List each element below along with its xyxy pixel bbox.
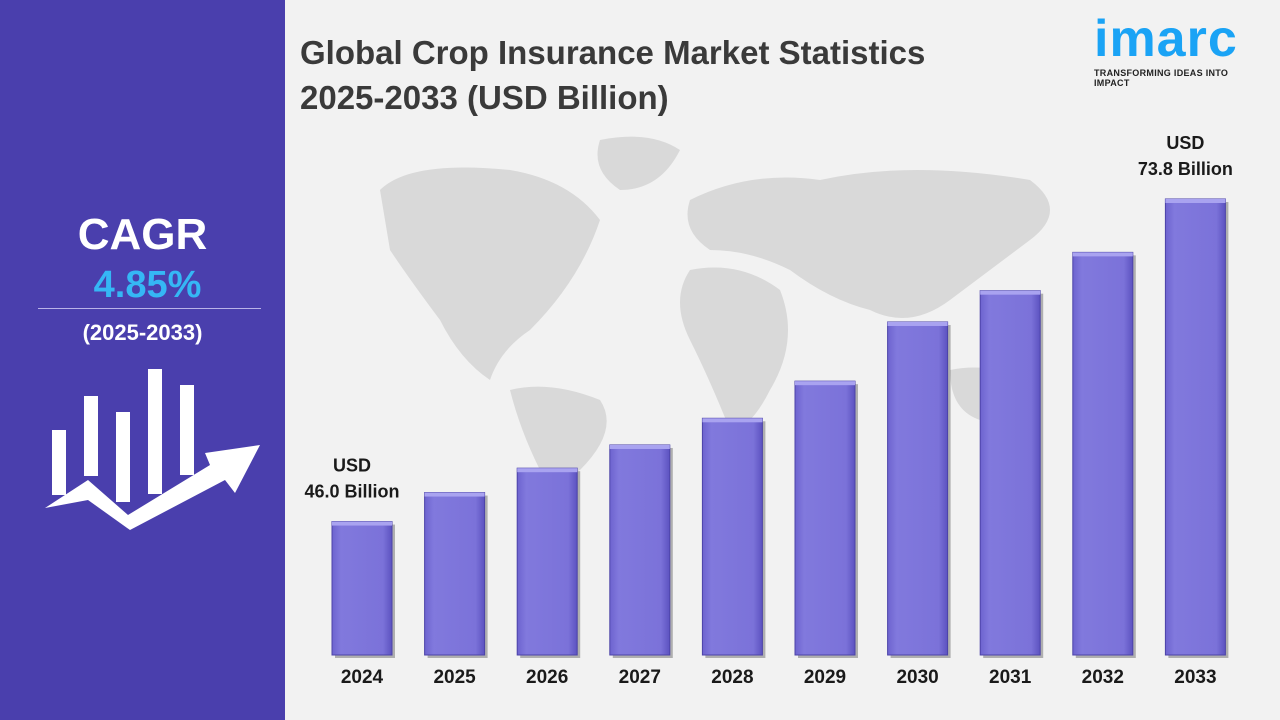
cagr-label: CAGR (77, 210, 208, 259)
world-map-background (380, 136, 1050, 480)
bar-top-highlight (795, 381, 855, 386)
data-label-unit: USD (1166, 133, 1204, 153)
bar-2031 (979, 290, 1041, 656)
bar-2030 (887, 321, 949, 656)
bar-chart-growth-arrow-icon (45, 369, 260, 530)
x-tick-label: 2028 (711, 667, 753, 688)
bar-2025 (424, 492, 486, 656)
data-label-value: 46.0 Billion (304, 482, 399, 502)
bar-2028 (701, 417, 763, 656)
imarc-logo: imarc TRANSFORMING IDEAS INTO IMPACT (1094, 10, 1264, 88)
logo-tagline: TRANSFORMING IDEAS INTO IMPACT (1094, 68, 1229, 88)
bar-top-highlight (887, 321, 948, 326)
x-tick-label: 2026 (526, 667, 568, 688)
title-line-1: Global Crop Insurance Market Statistics (300, 34, 926, 71)
x-tick-label: 2031 (989, 667, 1032, 688)
data-label-unit: USD (333, 456, 371, 476)
bar-2029 (794, 380, 856, 656)
x-tick-label: 2032 (1082, 667, 1124, 688)
bar-2033 (1164, 198, 1226, 656)
x-tick-label: 2024 (341, 667, 384, 688)
bar-2024 (331, 521, 393, 656)
x-tick-label: 2029 (804, 667, 846, 688)
divider (38, 308, 261, 309)
data-label-value: 73.8 Billion (1138, 159, 1233, 179)
x-tick-label: 2027 (619, 667, 661, 688)
cagr-period: (2025-2033) (82, 320, 203, 345)
sidebar-panel: CAGR 4.85% (2025-2033) (0, 0, 285, 720)
bar-2027 (609, 444, 671, 656)
bar-top-highlight (980, 290, 1041, 295)
x-tick-label: 2033 (1174, 667, 1216, 688)
bar-top-highlight (1072, 252, 1133, 257)
bar-2032 (1072, 251, 1134, 656)
bar-top-highlight (332, 521, 392, 526)
bar-top-highlight (517, 468, 578, 473)
bar-top-highlight (702, 418, 763, 423)
bar-top-highlight (424, 492, 485, 497)
bar-top-highlight (1165, 199, 1226, 203)
chart-title: Global Crop Insurance Market Statistics … (300, 30, 925, 120)
title-line-2: 2025-2033 (USD Billion) (300, 79, 669, 116)
bar-top-highlight (609, 444, 670, 449)
logo-word: imarc (1094, 10, 1238, 68)
bar-2026 (516, 467, 578, 656)
cagr-value: 4.85% (93, 264, 202, 306)
x-tick-label: 2025 (433, 667, 476, 688)
x-tick-label: 2030 (896, 667, 938, 688)
